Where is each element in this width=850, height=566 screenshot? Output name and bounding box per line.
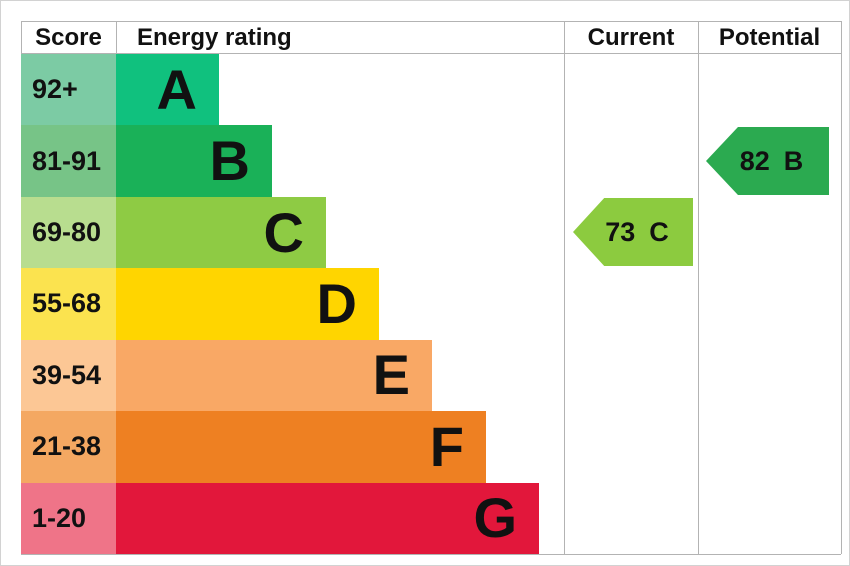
rating-bar-e: E [116,339,432,412]
score-range-a: 92+ [21,54,116,126]
potential-column-header: Potential [718,23,821,51]
rating-bar-b: B [116,125,272,197]
rating-rows: 92+ A 81-91 B 69-80 C 55-68 D 39-54 E 21-38 F 1-20 G [21,54,841,554]
rating-bar-d: D [116,268,379,340]
rating-row-e: 39-54 E [21,339,841,412]
potential-grade-letter: B [783,145,804,176]
energy-rating-column-header: Energy rating [137,23,292,51]
score-column-divider [116,21,117,54]
potential-score-value: 82 [739,145,770,176]
score-range-b: 81-91 [21,125,116,197]
rating-row-d: 55-68 D [21,268,841,340]
current-column-divider [564,21,565,554]
score-range-f: 21-38 [21,411,116,483]
table-top-border [21,21,841,22]
rating-row-c: 69-80 C [21,196,841,269]
table-right-border [841,21,842,554]
score-column-header: Score [35,23,102,51]
header-bottom-border [21,53,841,54]
header-left-border [21,21,22,54]
table-bottom-border [21,554,841,555]
current-column-header: Current [587,23,675,51]
rating-row-a: 92+ A [21,54,841,126]
rating-row-b: 81-91 B [21,125,841,197]
rating-bar-g: G [116,482,539,554]
score-range-g: 1-20 [21,482,116,554]
current-score-value: 73 [605,216,636,247]
rating-row-g: 1-20 G [21,482,841,554]
rating-bar-c: C [116,196,326,269]
current-grade-letter: C [649,216,669,247]
score-range-d: 55-68 [21,268,116,340]
score-range-e: 39-54 [21,339,116,412]
potential-column-divider [698,21,699,554]
rating-bar-f: F [116,411,486,483]
rating-bar-a: A [116,54,219,126]
score-range-c: 69-80 [21,196,116,269]
rating-row-f: 21-38 F [21,411,841,483]
